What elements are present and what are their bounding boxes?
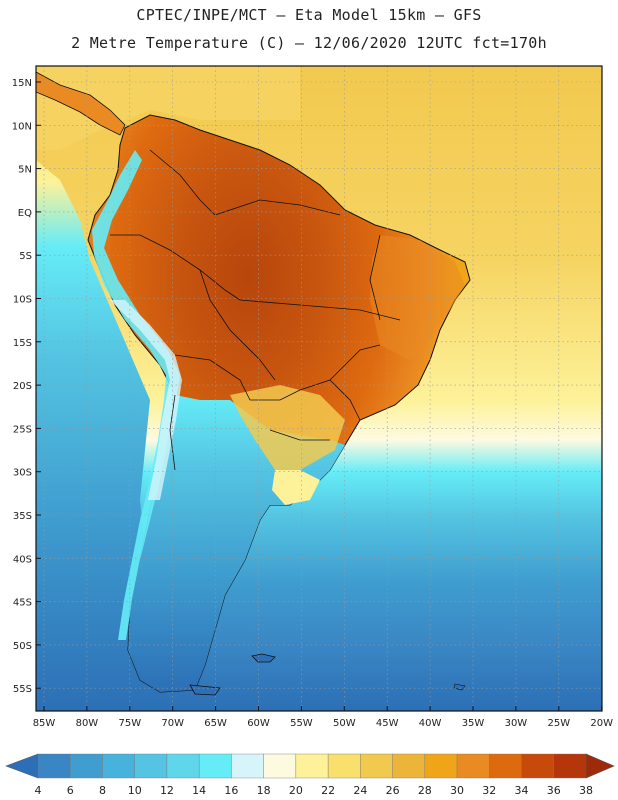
colorbar-swatch [102, 753, 135, 779]
colorbar-swatch [134, 753, 168, 779]
central-america [36, 71, 126, 136]
colorbar-label: 16 [224, 784, 238, 797]
colorbar-label: 34 [515, 784, 529, 797]
colorbar-swatch [37, 753, 71, 779]
colorbar-label: 18 [257, 784, 271, 797]
lat-label: 5S [19, 251, 32, 262]
falkland-islands [251, 653, 276, 663]
lon-label: 25W [547, 718, 570, 729]
lat-label: 25S [13, 424, 32, 435]
lon-label: 85W [33, 718, 56, 729]
lon-label: 60W [247, 718, 270, 729]
uruguay-region [272, 470, 320, 505]
colorbar-swatch [263, 753, 297, 779]
lat-label: EQ [18, 208, 32, 219]
colorbar-swatch [553, 753, 587, 779]
colorbar-label: 36 [547, 784, 561, 797]
map-title: CPTEC/INPE/MCT – Eta Model 15km – GFS [136, 6, 482, 24]
colorbar-swatch [489, 753, 522, 779]
colorbar-swatch [231, 753, 264, 779]
colorbar-label: 12 [160, 784, 174, 797]
lat-label: 10S [13, 295, 32, 306]
lat-label: 15N [12, 78, 32, 89]
lat-label: 15S [13, 338, 32, 349]
longitude-axis: 85W 80W 75W 70W 65W 60W 55W 50W 45W 40W 35W 30W 25W 2… [33, 706, 613, 729]
map-frame [35, 65, 603, 712]
caribbean-sea [36, 66, 300, 150]
lon-label: 35W [462, 718, 485, 729]
lon-label: 45W [376, 718, 399, 729]
colorbar-label: 24 [353, 784, 367, 797]
andes-range [92, 150, 180, 640]
lat-label: 20S [13, 381, 32, 392]
latitude-axis: 15N 10N 5N EQ 5S 10S 15S 20S 25S 30S 35S 40S 45S 50S 5… [12, 78, 41, 695]
colorbar-swatch [295, 753, 329, 779]
lat-label: 45S [13, 598, 32, 609]
colorbar-label: 38 [579, 784, 593, 797]
lon-label: 75W [118, 718, 141, 729]
colorbar-label: 6 [67, 784, 74, 797]
colorbar-min-arrow [5, 753, 39, 779]
country-borders [110, 149, 401, 471]
colorbar-label: 4 [35, 784, 42, 797]
colorbar-swatch [456, 753, 490, 779]
lat-label: 30S [13, 468, 32, 479]
lat-label: 40S [13, 554, 32, 565]
lon-label: 40W [419, 718, 442, 729]
colorbar-swatch [327, 753, 361, 779]
lon-label: 50W [333, 718, 356, 729]
colorbar-label: 26 [386, 784, 400, 797]
lat-label: 35S [13, 511, 32, 522]
colorbar-swatch [70, 753, 103, 779]
pampas-region [230, 385, 345, 470]
colorbar-swatch [392, 753, 426, 779]
colorbar-label: 30 [450, 784, 464, 797]
colorbar-max-arrow [585, 753, 615, 779]
lon-label: 55W [290, 718, 313, 729]
tierra-del-fuego [189, 684, 221, 696]
lat-label: 50S [13, 641, 32, 652]
altiplano [110, 300, 182, 500]
lat-label: 55S [13, 684, 32, 695]
color-scale-bar: 4 6 8 10 12 14 16 18 20 22 24 26 28 30 32 34 36 38 [5, 753, 615, 797]
lon-label: 20W [590, 718, 613, 729]
colorbar-swatch [166, 753, 200, 779]
colorbar-label: 28 [418, 784, 432, 797]
lat-label: 5N [18, 165, 32, 176]
colorbar-label: 8 [99, 784, 106, 797]
colorbar-swatch [360, 753, 393, 779]
south-georgia [453, 683, 466, 691]
map-field [36, 66, 602, 711]
lon-label: 30W [505, 718, 528, 729]
lon-label: 65W [204, 718, 227, 729]
colorbar-swatch [198, 753, 232, 779]
colorbar-label: 10 [128, 784, 142, 797]
colorbar-label: 32 [482, 784, 496, 797]
colorbar-label: 20 [289, 784, 303, 797]
map-subtitle: 2 Metre Temperature (C) – 12/06/2020 12U… [71, 34, 547, 52]
colorbar-label: 22 [321, 784, 335, 797]
colorbar-swatch [521, 753, 554, 779]
northeast-brazil [370, 235, 465, 360]
colorbar-label: 14 [192, 784, 206, 797]
colorbar-swatch [424, 753, 458, 779]
lon-label: 70W [161, 718, 184, 729]
lat-label: 10N [12, 121, 32, 132]
lon-label: 80W [76, 718, 99, 729]
